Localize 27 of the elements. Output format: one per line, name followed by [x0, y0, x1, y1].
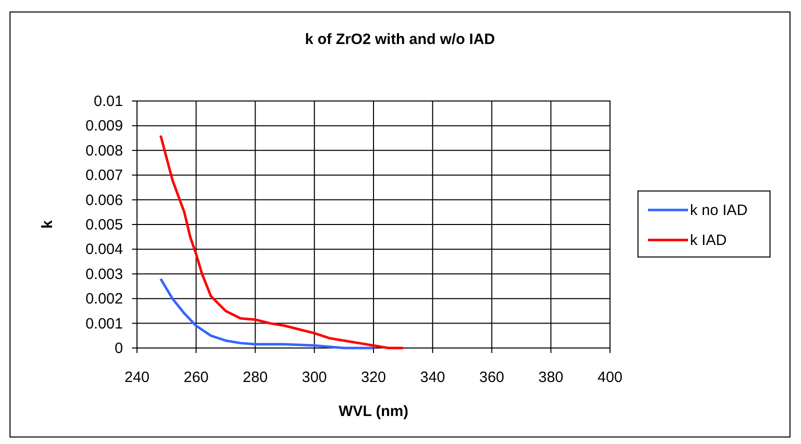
y-tick-label: 0.008 — [85, 142, 123, 160]
x-tick-label: 320 — [360, 369, 386, 386]
x-tick-label: 300 — [302, 369, 327, 386]
x-axis-title: WVL (nm) — [338, 403, 408, 420]
legend-label: k IAD — [690, 232, 727, 249]
x-tick-label: 260 — [184, 369, 209, 386]
x-tick-label: 380 — [538, 369, 564, 386]
x-tick-label: 400 — [597, 369, 623, 386]
y-axis-title: k — [39, 220, 56, 229]
line-series — [159, 134, 404, 350]
y-tick-label: 0.005 — [85, 216, 123, 234]
y-tick-label: 0.01 — [94, 93, 123, 110]
y-tick-label: 0.001 — [85, 315, 123, 332]
y-tick-label: 0.004 — [85, 241, 123, 258]
chart-title: k of ZrO2 with and w/o IAD — [304, 31, 496, 48]
y-tick-label: 0 — [114, 340, 123, 357]
x-tick-label: 340 — [420, 369, 446, 386]
x-tick-label: 360 — [479, 369, 504, 386]
y-tick-label: 0.003 — [85, 266, 123, 283]
x-tick-label: 280 — [242, 369, 268, 386]
x-tick-label: 240 — [124, 369, 150, 386]
line-series — [159, 278, 375, 350]
y-tick-label: 0.002 — [85, 290, 123, 308]
y-tick-label: 0.009 — [85, 118, 123, 135]
y-tick-label: 0.007 — [85, 167, 123, 184]
legend-label: k no IAD — [690, 202, 748, 219]
y-tick-label: 0.006 — [85, 192, 123, 209]
